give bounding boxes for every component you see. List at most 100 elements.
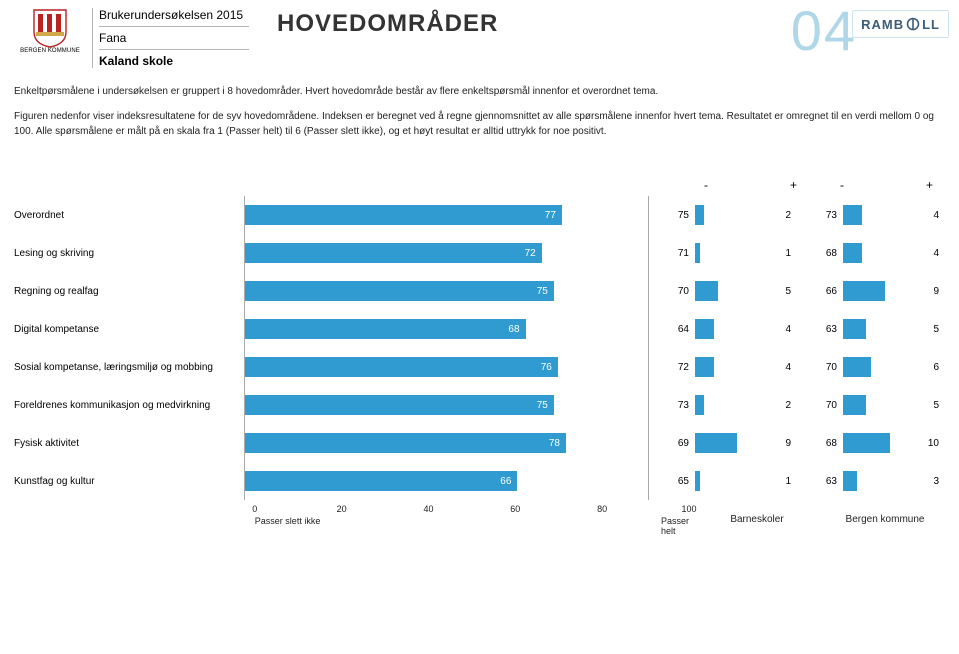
comparison-value: 69 [649,438,695,449]
diff-mini-plot [843,357,899,377]
comparison-pair: 644 [649,319,797,339]
comparison-pair: 68 10 [797,433,945,453]
diff-value: 4 [751,324,797,335]
comparison-pair: 706 [797,357,945,377]
diff-mini-plot [695,281,751,301]
diff-value: 5 [899,324,945,335]
main-bar: 75 [244,281,553,301]
comparison-value: 66 [797,286,843,297]
comparison-value: 63 [797,476,843,487]
comparison-value: 71 [649,248,695,259]
x-axis: 020406080100Passer slett ikkePasser helt… [14,504,945,532]
diff-bar [695,357,714,377]
row-label: Overordnet [14,210,244,221]
main-bar: 78 [244,433,566,453]
row-label: Sosial kompetanse, læringsmiljø og mobbi… [14,362,244,373]
tick-label: 100 [681,504,696,514]
bar-plot: 77 [244,196,649,234]
diff-bar [695,281,718,301]
diff-mini-plot [843,433,899,453]
row-label: Digital kompetanse [14,324,244,335]
bar-plot: 78 [244,424,649,462]
plus-2: + [926,178,933,192]
row-label: Fysisk aktivitet [14,438,244,449]
diff-value: 2 [751,210,797,221]
diff-mini-plot [695,357,751,377]
diff-value: 1 [751,248,797,259]
comparison-value: 72 [649,362,695,373]
diff-bar [695,243,700,263]
logo-label: BERGEN KOMMUNE [20,48,80,54]
chart-row: Foreldrenes kommunikasjon og medvirkning… [14,386,945,424]
comparison-value: 68 [797,248,843,259]
diff-bar [843,281,885,301]
chart: - + - + Overordnet77752734Lesing og skri… [0,178,959,654]
axis-left-label: Passer slett ikke [255,516,321,526]
comparison-pair: 75 2 [649,205,797,225]
diff-bar [843,205,862,225]
comparison-pair: 669 [797,281,945,301]
chart-row: Fysisk aktivitet786996810 [14,424,945,462]
diff-mini-plot [843,205,899,225]
tick-label: 60 [510,504,520,514]
diff-value: 10 [899,438,945,449]
axis-tick: 100 [681,504,696,514]
main-bar: 77 [244,205,562,225]
title-block: Brukerundersøkelsen 2015 Fana Kaland sko… [92,8,259,68]
group-2-label: Bergen kommune [825,514,945,532]
bar-plot: 75 [244,272,649,310]
comparison-pair: 724 [649,357,797,377]
comparison-value: 75 [649,210,695,221]
axis-tick: 40 [423,504,433,514]
diff-bar [843,243,862,263]
tick-label: 0 [252,504,257,514]
chart-row: Sosial kompetanse, læringsmiljø og mobbi… [14,348,945,386]
comparison-pair: 705 [649,281,797,301]
diff-mini-plot [695,471,751,491]
diff-bar [843,471,857,491]
diff-mini-plot [695,243,751,263]
comparison-pair: 633 [797,471,945,491]
divider [99,49,249,50]
main-bar: 68 [244,319,525,339]
chart-row: Regning og realfag75705669 [14,272,945,310]
axis-tick: 0 [252,504,257,514]
brand-icon [906,17,920,31]
chart-row: Kunstfag og kultur66651633 [14,462,945,500]
comparison-pair: 71 1 [649,243,797,263]
diff-value: 2 [751,400,797,411]
bar-plot: 72 [244,234,649,272]
intro-p2: Figuren nedenfor viser indeksresultatene… [14,109,945,139]
diff-mini-plot [695,433,751,453]
diff-bar [843,319,866,339]
diff-value: 4 [899,210,945,221]
school-name: Kaland skole [99,54,259,68]
comparison-value: 68 [797,438,843,449]
plus-1: + [790,178,797,192]
tick-label: 20 [337,504,347,514]
diff-mini-plot [695,319,751,339]
diff-bar [695,433,737,453]
minus-1: - [704,178,708,192]
diff-bar [695,319,714,339]
survey-name: Brukerundersøkelsen 2015 [99,8,259,22]
diff-mini-plot [695,205,751,225]
brand-badge: RAMB LL [852,10,949,38]
comparison-value: 70 [797,362,843,373]
axis-tick: 60 [510,504,520,514]
comparison-pair: 705 [797,395,945,415]
brand-text-1: RAMB [861,17,904,32]
diff-mini-plot [843,471,899,491]
axis-ticks: 020406080100Passer slett ikkePasser helt [255,504,689,532]
bar-plot: 75 [244,386,649,424]
comparison-value: 65 [649,476,695,487]
comparison-pair: 73 2 [649,395,797,415]
plus-minus-header: - + - + [14,178,945,196]
brand-text-2: LL [922,17,940,32]
comparison-value: 73 [649,400,695,411]
bar-plot: 76 [244,348,649,386]
diff-mini-plot [843,281,899,301]
minus-2: - [840,178,844,192]
header: BERGEN KOMMUNE Brukerundersøkelsen 2015 … [0,0,959,74]
bar-plot: 68 [244,310,649,348]
